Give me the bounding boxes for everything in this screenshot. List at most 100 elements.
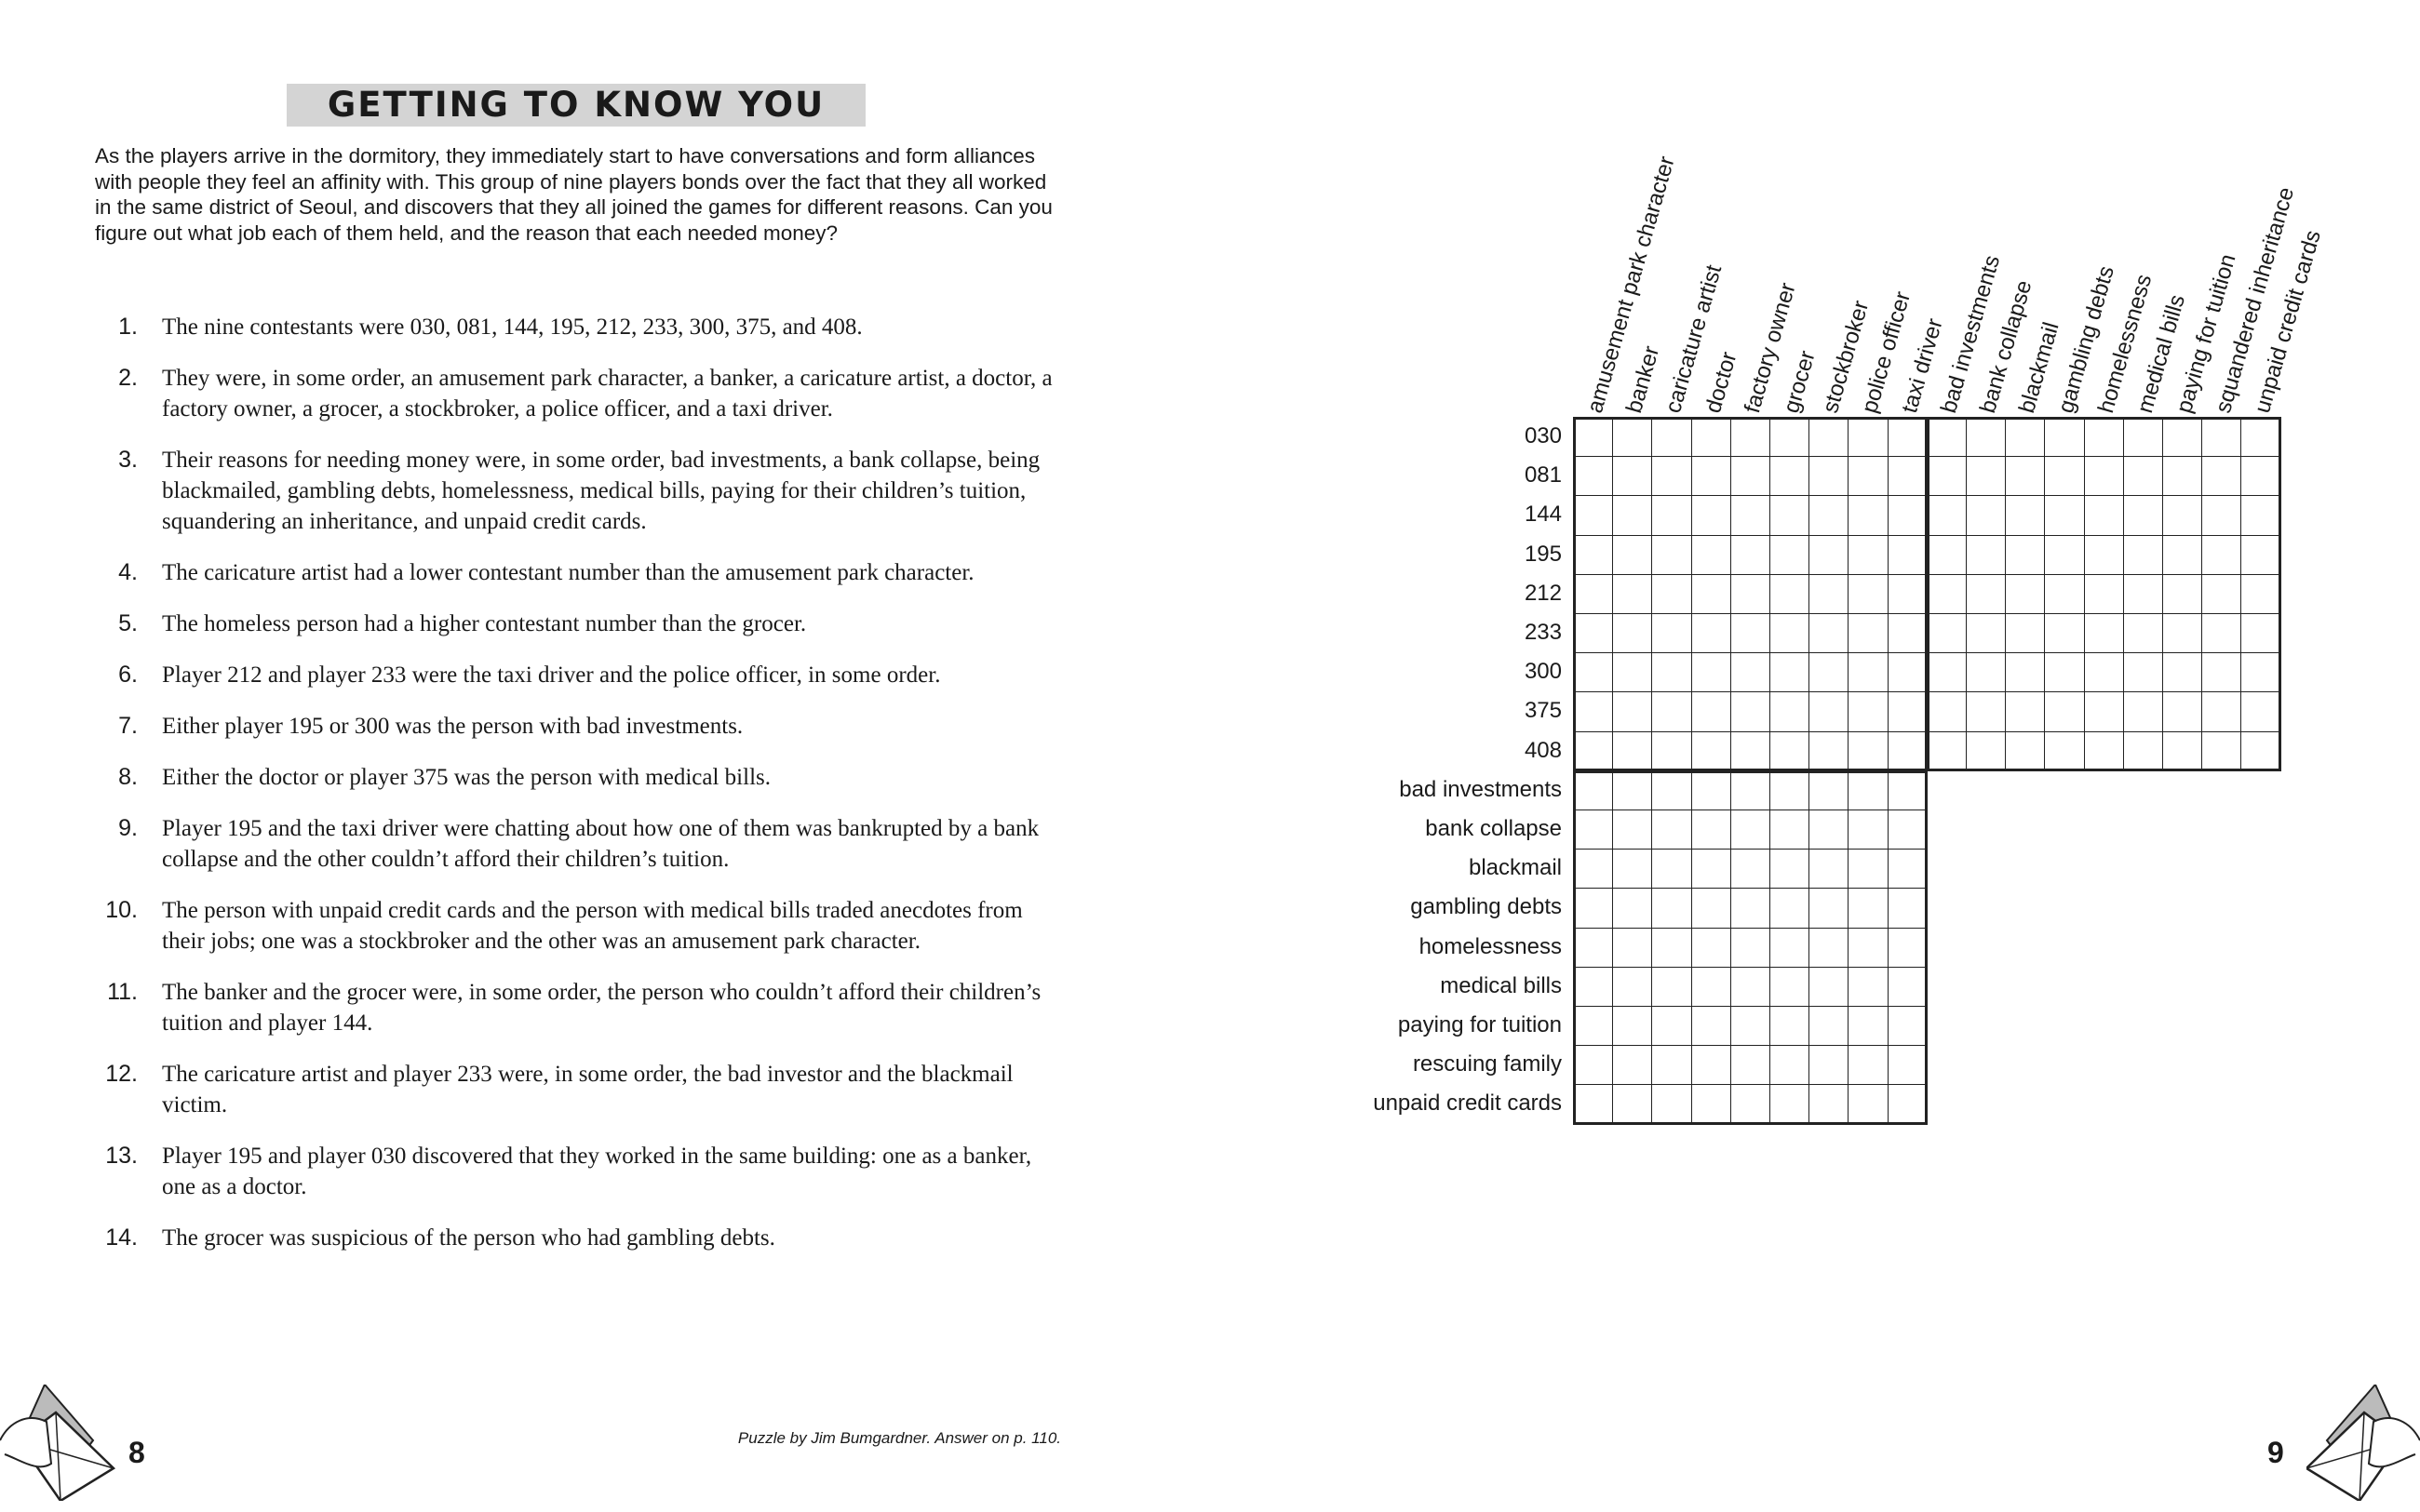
grid-cell[interactable] [1926, 456, 1968, 497]
grid-cell[interactable] [1690, 691, 1732, 733]
grid-cell[interactable] [1887, 652, 1929, 693]
grid-cell[interactable] [1651, 495, 1693, 537]
grid-cell[interactable] [1848, 888, 1889, 930]
grid-cell[interactable] [1848, 573, 1889, 615]
grid-cell[interactable] [1808, 652, 1849, 693]
grid-cell[interactable] [1612, 534, 1653, 576]
grid-cell[interactable] [2162, 456, 2203, 497]
grid-cell[interactable] [1690, 810, 1732, 850]
grid-cell[interactable] [2083, 652, 2125, 693]
grid-cell[interactable] [2201, 417, 2242, 458]
grid-cell[interactable] [1808, 927, 1849, 969]
grid-cell[interactable] [1887, 691, 1929, 733]
grid-cell[interactable] [2122, 456, 2164, 497]
grid-cell[interactable] [1769, 1045, 1810, 1086]
grid-cell[interactable] [2240, 691, 2282, 733]
grid-cell[interactable] [2005, 613, 2046, 654]
grid-cell[interactable] [1612, 456, 1653, 497]
grid-cell[interactable] [1926, 652, 1968, 693]
grid-cell[interactable] [1690, 1084, 1732, 1126]
grid-cell[interactable] [2201, 652, 2242, 693]
grid-cell[interactable] [1612, 888, 1653, 930]
grid-cell[interactable] [1690, 456, 1732, 497]
grid-cell[interactable] [1612, 769, 1653, 811]
grid-cell[interactable] [1729, 573, 1771, 615]
grid-cell[interactable] [1848, 534, 1889, 576]
grid-cell[interactable] [1848, 849, 1889, 890]
grid-cell[interactable] [2240, 456, 2282, 497]
grid-cell[interactable] [1729, 1045, 1771, 1086]
grid-cell[interactable] [1690, 417, 1732, 458]
grid-cell[interactable] [1651, 1006, 1693, 1047]
grid-cell[interactable] [1966, 691, 2007, 733]
grid-cell[interactable] [2240, 495, 2282, 537]
grid-cell[interactable] [1966, 573, 2007, 615]
grid-cell[interactable] [1729, 730, 1771, 772]
grid-cell[interactable] [1966, 495, 2007, 537]
grid-cell[interactable] [2201, 573, 2242, 615]
grid-cell[interactable] [1966, 456, 2007, 497]
grid-cell[interactable] [1612, 495, 1653, 537]
grid-cell[interactable] [1808, 1045, 1849, 1086]
grid-cell[interactable] [2005, 730, 2046, 772]
grid-cell[interactable] [2044, 730, 2086, 772]
grid-cell[interactable] [2083, 730, 2125, 772]
grid-cell[interactable] [1769, 849, 1810, 890]
grid-cell[interactable] [2044, 652, 2086, 693]
grid-cell[interactable] [1808, 966, 1849, 1008]
grid-cell[interactable] [1887, 613, 1929, 654]
grid-cell[interactable] [1573, 456, 1614, 497]
grid-cell[interactable] [1887, 769, 1929, 811]
grid-cell[interactable] [1690, 613, 1732, 654]
grid-cell[interactable] [1612, 927, 1653, 969]
grid-cell[interactable] [1690, 534, 1732, 576]
grid-cell[interactable] [1651, 769, 1693, 811]
grid-cell[interactable] [1651, 534, 1693, 576]
grid-cell[interactable] [1808, 769, 1849, 811]
grid-cell[interactable] [1729, 456, 1771, 497]
grid-cell[interactable] [2201, 691, 2242, 733]
grid-cell[interactable] [1769, 1006, 1810, 1047]
grid-cell[interactable] [1573, 966, 1614, 1008]
grid-cell[interactable] [1769, 810, 1810, 850]
grid-cell[interactable] [1573, 417, 1614, 458]
grid-cell[interactable] [1690, 966, 1732, 1008]
grid-cell[interactable] [2162, 730, 2203, 772]
grid-cell[interactable] [1808, 810, 1849, 850]
grid-cell[interactable] [1887, 966, 1929, 1008]
grid-cell[interactable] [1573, 927, 1614, 969]
grid-cell[interactable] [1729, 613, 1771, 654]
grid-cell[interactable] [1887, 417, 1929, 458]
grid-cell[interactable] [1887, 849, 1929, 890]
grid-cell[interactable] [1887, 927, 1929, 969]
grid-cell[interactable] [1729, 849, 1771, 890]
grid-cell[interactable] [1848, 495, 1889, 537]
grid-cell[interactable] [1926, 534, 1968, 576]
grid-cell[interactable] [1612, 691, 1653, 733]
grid-cell[interactable] [2240, 534, 2282, 576]
grid-cell[interactable] [1769, 769, 1810, 811]
grid-cell[interactable] [1729, 888, 1771, 930]
grid-cell[interactable] [1887, 573, 1929, 615]
grid-cell[interactable] [1808, 849, 1849, 890]
grid-cell[interactable] [1926, 417, 1968, 458]
grid-cell[interactable] [1769, 888, 1810, 930]
grid-cell[interactable] [1808, 1084, 1849, 1126]
grid-cell[interactable] [2240, 573, 2282, 615]
grid-cell[interactable] [1573, 495, 1614, 537]
grid-cell[interactable] [2240, 417, 2282, 458]
grid-cell[interactable] [1690, 769, 1732, 811]
grid-cell[interactable] [1769, 1084, 1810, 1126]
grid-cell[interactable] [1651, 966, 1693, 1008]
grid-cell[interactable] [2083, 613, 2125, 654]
grid-cell[interactable] [1612, 730, 1653, 772]
grid-cell[interactable] [1729, 534, 1771, 576]
grid-cell[interactable] [1926, 613, 1968, 654]
grid-cell[interactable] [1651, 888, 1693, 930]
grid-cell[interactable] [1573, 730, 1614, 772]
grid-cell[interactable] [1690, 849, 1732, 890]
grid-cell[interactable] [2083, 417, 2125, 458]
grid-cell[interactable] [2044, 691, 2086, 733]
grid-cell[interactable] [1808, 456, 1849, 497]
grid-cell[interactable] [1612, 1006, 1653, 1047]
